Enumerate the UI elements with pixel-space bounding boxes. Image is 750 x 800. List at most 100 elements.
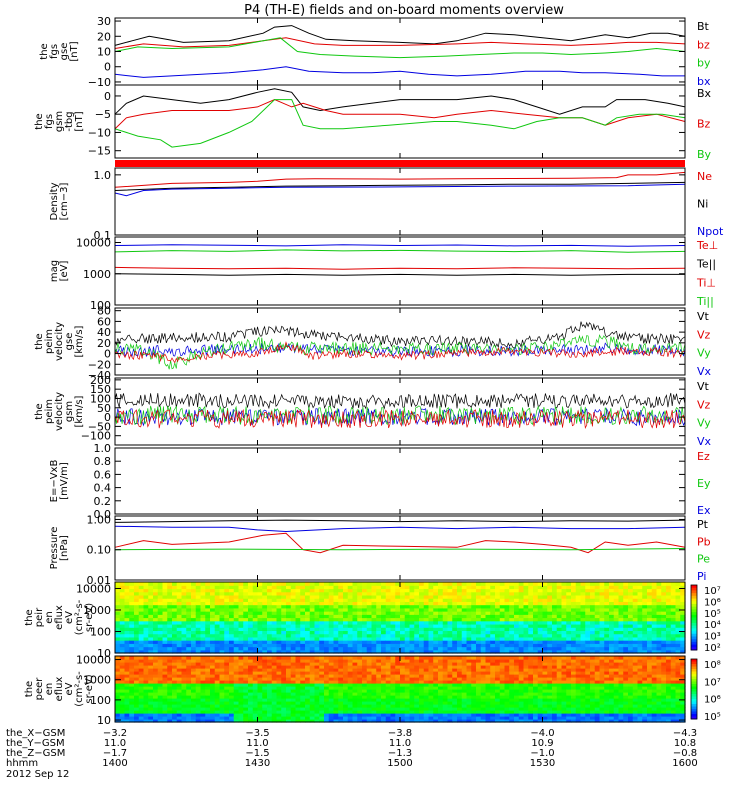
heatmap-cell <box>181 698 187 702</box>
heatmap-cell <box>400 646 406 651</box>
heatmap-cell <box>371 620 377 625</box>
heatmap-cell <box>428 677 434 681</box>
heatmap-cell <box>509 656 515 660</box>
heatmap-cell <box>409 598 415 602</box>
heatmap-cell <box>366 588 373 593</box>
heatmap-cell <box>466 668 472 672</box>
heatmap-cell <box>115 659 121 663</box>
heatmap-cell <box>675 604 681 609</box>
heatmap-cell <box>343 659 349 663</box>
heatmap-cell <box>599 623 605 628</box>
heatmap-cell <box>419 707 425 711</box>
heatmap-cell <box>385 646 392 651</box>
heatmap-cell <box>438 601 444 606</box>
heatmap-cell <box>371 671 377 675</box>
heatmap-cell <box>594 585 601 590</box>
heatmap-cell <box>514 614 520 619</box>
heatmap-cell <box>214 683 221 687</box>
heatmap-cell <box>324 649 330 654</box>
heatmap-cell <box>248 611 254 615</box>
y-axis-label-line: velocity <box>54 392 65 431</box>
heatmap-cell <box>371 704 377 708</box>
heatmap-cell <box>115 707 121 711</box>
heatmap-cell <box>233 623 240 628</box>
heatmap-cell <box>661 588 667 593</box>
heatmap-cell <box>343 692 349 696</box>
heatmap-cell <box>419 588 425 593</box>
heatmap-cell <box>191 601 197 606</box>
heatmap-cell <box>428 607 434 612</box>
heatmap-cell <box>267 668 273 672</box>
heatmap-cell <box>257 620 263 625</box>
heatmap-cell <box>186 680 192 684</box>
heatmap-cell <box>229 591 235 596</box>
heatmap-cell <box>395 683 401 687</box>
heatmap-cell <box>352 665 358 669</box>
heatmap-cell <box>191 640 197 644</box>
heatmap-cell <box>347 716 354 720</box>
heatmap-cell <box>414 636 420 641</box>
heatmap-cell <box>400 662 406 666</box>
heatmap-cell <box>143 683 149 687</box>
heatmap-cell <box>452 643 458 648</box>
heatmap-cell <box>362 594 368 599</box>
heatmap-cell <box>523 689 529 693</box>
heatmap-cell <box>509 633 515 638</box>
heatmap-cell <box>390 623 396 628</box>
heatmap-cell <box>357 620 363 625</box>
heatmap-cell <box>205 636 211 641</box>
heatmap-cell <box>514 649 520 654</box>
heatmap-cell <box>286 633 292 638</box>
heatmap-cell <box>680 591 686 596</box>
heatmap-cell <box>153 668 159 672</box>
heatmap-cell <box>495 716 501 720</box>
heatmap-cell <box>233 591 240 596</box>
heatmap-cell <box>442 607 449 612</box>
heatmap-cell <box>129 585 135 590</box>
heatmap-cell <box>219 689 225 693</box>
heatmap-cell <box>499 689 506 693</box>
heatmap-cell <box>518 643 525 648</box>
heatmap-cell <box>480 633 487 638</box>
heatmap-cell <box>381 636 387 641</box>
heatmap-cell <box>556 646 563 651</box>
heatmap-cell <box>457 719 463 723</box>
heatmap-cell <box>618 643 624 648</box>
heatmap-cell <box>252 585 259 590</box>
heatmap-cell <box>395 588 401 593</box>
heatmap-cell <box>347 671 354 675</box>
heatmap-cell <box>457 601 463 606</box>
heatmap-cell <box>419 636 425 641</box>
heatmap-cell <box>613 582 620 586</box>
heatmap-cell <box>428 695 434 699</box>
heatmap-cell <box>347 585 354 590</box>
heatmap-cell <box>395 680 401 684</box>
heatmap-cell <box>205 719 211 723</box>
heatmap-cell <box>438 656 444 660</box>
heatmap-cell <box>115 674 121 678</box>
heatmap-cell <box>642 649 648 654</box>
heatmap-cell <box>290 662 297 666</box>
heatmap-cell <box>442 585 449 590</box>
heatmap-cell <box>409 614 415 619</box>
heatmap-cell <box>257 659 263 663</box>
heatmap-cell <box>248 594 254 599</box>
heatmap-cell <box>409 611 415 615</box>
heatmap-cell <box>476 640 482 644</box>
heatmap-cell <box>404 695 411 699</box>
heatmap-cell <box>347 686 354 690</box>
heatmap-cell <box>314 620 320 625</box>
heatmap-cell <box>319 646 325 651</box>
heatmap-cell <box>461 611 468 615</box>
heatmap-cell <box>428 662 434 666</box>
heatmap-cell <box>224 656 230 660</box>
heatmap-cell <box>528 591 534 596</box>
heatmap-cell <box>632 617 639 622</box>
heatmap-cell <box>243 588 249 593</box>
heatmap-cell <box>452 710 458 714</box>
heatmap-cell <box>466 713 472 717</box>
heatmap-cell <box>504 591 510 596</box>
heatmap-cell <box>305 607 311 612</box>
heatmap-cell <box>210 601 216 606</box>
heatmap-cell <box>319 686 325 690</box>
